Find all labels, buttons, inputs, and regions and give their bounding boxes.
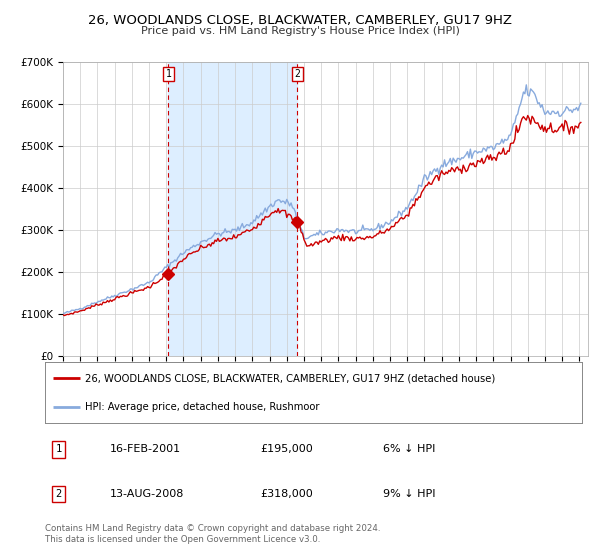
- Text: 16-FEB-2001: 16-FEB-2001: [109, 445, 181, 454]
- Text: Price paid vs. HM Land Registry's House Price Index (HPI): Price paid vs. HM Land Registry's House …: [140, 26, 460, 36]
- Text: 13-AUG-2008: 13-AUG-2008: [109, 489, 184, 499]
- Text: 1: 1: [166, 69, 171, 79]
- Text: 1: 1: [55, 445, 62, 454]
- Text: 2: 2: [295, 69, 301, 79]
- Text: £318,000: £318,000: [260, 489, 313, 499]
- Text: 6% ↓ HPI: 6% ↓ HPI: [383, 445, 436, 454]
- Text: £195,000: £195,000: [260, 445, 313, 454]
- Text: 26, WOODLANDS CLOSE, BLACKWATER, CAMBERLEY, GU17 9HZ: 26, WOODLANDS CLOSE, BLACKWATER, CAMBERL…: [88, 14, 512, 27]
- Text: 26, WOODLANDS CLOSE, BLACKWATER, CAMBERLEY, GU17 9HZ (detached house): 26, WOODLANDS CLOSE, BLACKWATER, CAMBERL…: [85, 373, 496, 383]
- Text: 2: 2: [55, 489, 62, 499]
- Bar: [169, 62, 298, 356]
- Text: 9% ↓ HPI: 9% ↓ HPI: [383, 489, 436, 499]
- Text: Contains HM Land Registry data © Crown copyright and database right 2024.
This d: Contains HM Land Registry data © Crown c…: [45, 524, 380, 544]
- Text: HPI: Average price, detached house, Rushmoor: HPI: Average price, detached house, Rush…: [85, 402, 320, 412]
